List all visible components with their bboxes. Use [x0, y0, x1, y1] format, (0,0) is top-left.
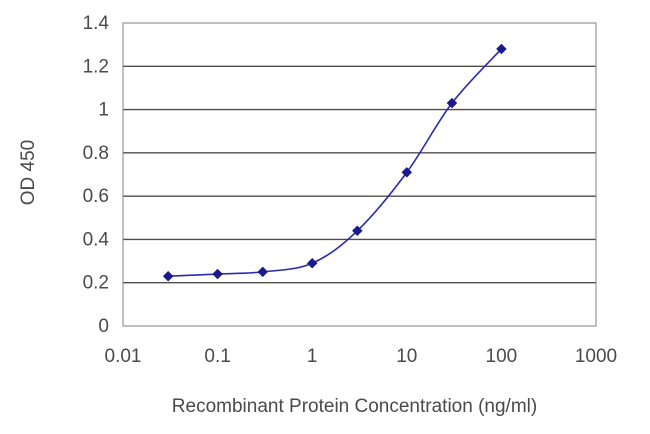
data-point-marker: [162, 270, 174, 282]
y-tick-label: 1: [98, 100, 109, 121]
x-tick-label: 1: [307, 346, 318, 367]
plot-area-frame: [122, 22, 597, 327]
y-tick-label: 0: [98, 316, 109, 337]
data-series: [168, 48, 502, 278]
data-point-marker: [401, 166, 413, 178]
data-point-marker: [446, 97, 458, 109]
data-markers: [162, 43, 507, 282]
y-tick-labels: 0 0.2 0.4 0.6 0.8 1 1.2 1.4: [83, 13, 110, 337]
data-point-marker: [496, 43, 507, 55]
x-axis-title: Recombinant Protein Concentration (ng/ml…: [172, 396, 537, 417]
y-tick-label: 1.4: [83, 13, 110, 34]
x-tick-label: 100: [486, 346, 518, 367]
grid-lines: [123, 65, 596, 284]
x-tick-labels: 0.01 0.1 1 10 100 1000: [105, 346, 618, 367]
y-tick-label: 0.4: [83, 229, 110, 250]
data-point-marker: [212, 268, 223, 280]
x-tick-label: 0.1: [204, 346, 230, 367]
y-axis-title: OD 450: [18, 140, 39, 205]
y-tick-label: 0.2: [83, 273, 109, 294]
data-point-marker: [351, 225, 363, 237]
y-tick-label: 0.8: [83, 143, 109, 164]
axes: [122, 22, 597, 327]
y-tick-label: 1.2: [83, 56, 109, 77]
series-line: [168, 48, 502, 278]
x-tick-label: 0.01: [105, 346, 142, 367]
x-tick-label: 10: [396, 346, 417, 367]
y-tick-label: 0.6: [83, 186, 109, 207]
data-point-marker: [257, 266, 269, 278]
x-tick-label: 1000: [575, 346, 617, 367]
data-point-marker: [306, 257, 318, 269]
